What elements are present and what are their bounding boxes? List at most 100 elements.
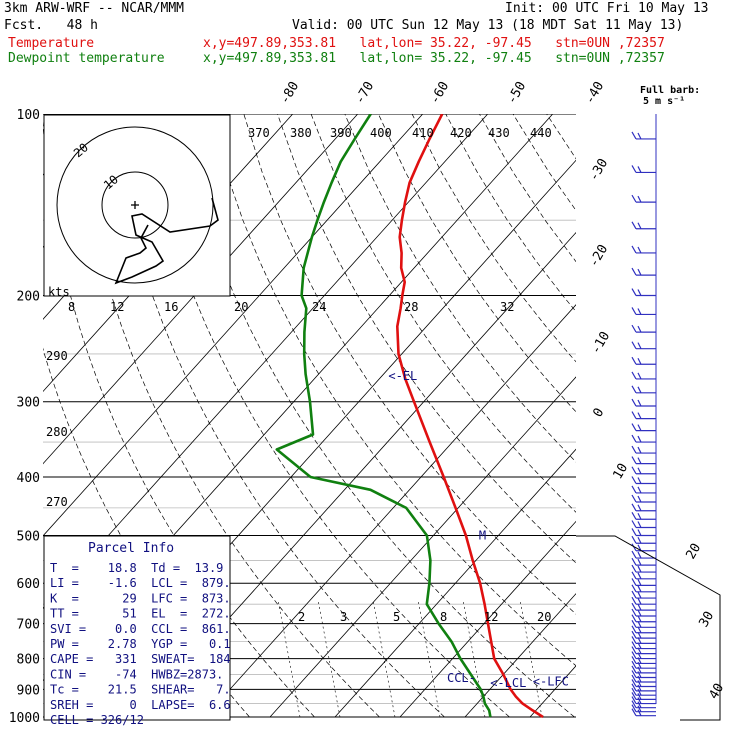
theta-label: 410 [412,126,434,140]
level-annotation: M [479,528,486,542]
theta-label: 420 [450,126,472,140]
isotherm-right-label: 10 [610,461,631,482]
mixing-ratio-label: 5 [393,610,400,624]
dry-adiabat [75,114,380,718]
pressure-tick-label: 500 [17,529,40,544]
hodo-speed-label: 20 [234,300,248,314]
isotherm-line [269,376,576,718]
wind-barb [631,535,656,544]
isotherm-right-label: -10 [588,329,613,357]
isotherm-right-label: 30 [696,609,717,630]
dry-adiabat [479,114,576,263]
parcel-info-row: CAPE = 331 SWEAT= 184 [50,652,231,666]
dewpoint-location: x,y=497.89,353.81 lat,lon= 35.22, -97.45… [203,51,665,66]
hodograph-trace [114,197,219,285]
pressure-tick-label: 700 [17,618,40,633]
wind-barb [631,651,656,660]
level-annotation: <-LFC [533,674,569,688]
wind-barb [631,165,656,174]
level-annotation: <-LCL [490,676,526,690]
wind-barb [631,557,656,566]
dry-adiabat [142,114,510,718]
mixing-ratio-label: 2 [298,610,305,624]
wind-barb [631,456,656,465]
wind-barb [631,602,656,611]
pressure-tick-label: 600 [17,577,40,592]
parcel-info-panel: Parcel Info T = 18.8 Td = 13.9LI = -1.6 L… [43,535,231,727]
wind-barb [631,614,656,623]
dry-adiabat [209,114,576,667]
pressure-tick-label: 200 [17,290,40,305]
mixing-ratio-label: 8 [440,610,447,624]
wind-barb [631,550,656,559]
pressure-tick-label: 400 [17,471,40,486]
theta-left-label: 290 [46,349,68,363]
theta-left-label: 280 [46,425,68,439]
dry-adiabat [176,114,575,718]
hodo-speed-label: 32 [500,300,514,314]
isotherm-right-label: -30 [586,156,611,184]
isotherm-line [43,114,488,609]
wind-barb [631,608,656,617]
hodograph-center-cross [131,201,139,209]
dry-adiabat [648,114,740,717]
wind-barb [631,660,656,669]
dry-adiabat [277,114,576,564]
dry-adiabat [243,114,576,615]
wind-barb [631,584,656,593]
wind-barb [631,385,656,394]
mixing-ratio-label: 12 [484,610,498,624]
wind-barb [631,411,656,420]
isotherm-line [399,520,576,718]
wind-barb [631,476,656,485]
level-annotation: CCL- [447,671,476,685]
parcel-info-title: Parcel Info [88,541,174,556]
wind-barb [631,288,656,297]
hodo-units-label: kts [48,285,70,299]
dry-adiabat [715,114,740,717]
wind-barb [631,571,656,580]
wind-barb [631,564,656,573]
wind-barb [631,578,656,586]
isotherm-line [43,114,423,537]
wind-barb [631,520,656,529]
mixing-ratio-label: 3 [340,610,347,624]
parcel-info-row: SREH = 0 LAPSE= 6.6 [50,698,231,712]
wind-barb [631,307,656,316]
wind-barb [631,434,656,443]
pressure-tick-label: 1000 [9,711,40,726]
wind-barb [631,398,656,407]
isotherm-right-label: 20 [683,541,704,562]
isotherm-line [464,593,576,718]
pressure-tick-label: 300 [17,396,40,411]
isotherm-top-label: -80 [277,79,302,107]
wind-barb [631,245,656,254]
pressure-tick-label: 800 [17,653,40,668]
isotherm-right-label: -20 [586,242,611,270]
isotherm-line [204,304,576,718]
wind-barb [631,267,656,276]
wind-barb [631,625,656,634]
wind-barb [631,445,656,454]
wind-barbs: Full barb:5 m s⁻¹ [576,85,721,721]
isotherm-top-label: -60 [427,79,452,107]
wind-barb [631,485,656,494]
wind-barb [631,371,656,380]
level-annotation: <-EL [388,369,417,383]
hodo-speed-label: 16 [164,300,178,314]
parcel-info-row: CIN = -74 HWBZ=2873. [50,667,223,681]
theta-label: 430 [488,126,510,140]
profile-lines [275,114,544,719]
wind-barb [631,494,656,503]
parcel-info-row: Tc = 21.5 SHEAR= 7. [50,683,231,697]
parcel-info-row: K = 29 LFC = 873. [50,591,231,605]
dewpoint-legend: Dewpoint temperature [8,51,165,66]
wind-barb [631,466,656,475]
isotherm-line [43,114,358,465]
wind-barb [631,324,656,333]
wind-barb [631,636,656,645]
dewpoint-profile-line [275,114,492,718]
isotherm-top-label: -40 [582,79,607,107]
theta-label: 390 [330,126,352,140]
